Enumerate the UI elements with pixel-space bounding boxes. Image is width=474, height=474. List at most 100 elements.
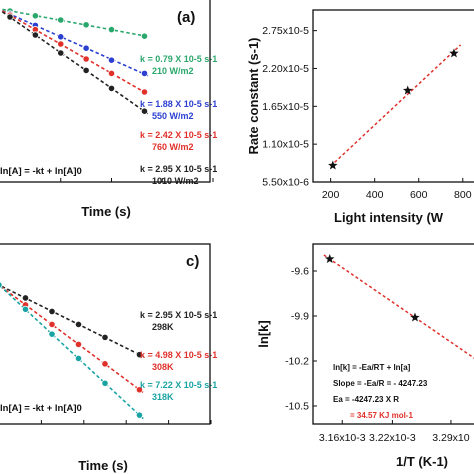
panel-d-y-axis-label: ln[k]	[256, 320, 271, 347]
panel-d-eq-line-4: = 34.57 KJ mol-1	[350, 411, 413, 420]
series-1-point-2	[57, 33, 65, 41]
data-point-2	[449, 48, 459, 58]
series-2-condition-label: 760 W/m2	[152, 142, 194, 152]
series-1-point-3	[82, 44, 90, 52]
series-0-k-label: k = 2.95 X 10-5 s-1	[140, 310, 217, 320]
series-1-fit-line	[0, 284, 144, 394]
panel-b-plot-area	[328, 44, 462, 170]
series-0-point-5	[135, 351, 144, 359]
series-1-point-4	[107, 56, 116, 64]
series-3-point-0	[6, 13, 14, 21]
series-2-k-label: k = 7.22 X 10-5 s-1	[140, 380, 217, 390]
panel-a-letter: (a)	[177, 9, 195, 26]
series-2-fit-line	[1, 10, 149, 96]
panel-a-plot-area: k = 0.79 X 10-5 s-1 210 W/m2 k = 1.88 X 10…	[1, 7, 217, 186]
series-2: k = 7.22 X 10-5 s-1 318K	[0, 281, 217, 420]
y-tick-label-2: -10.2	[285, 356, 309, 368]
panel-b-y-ticks: 5.50x10-6 1.10x10-5 1.65x10-5 2.20x10-5 2.75…	[262, 25, 317, 189]
x-tick-label-0: 1600	[30, 0, 54, 3]
series-1-point-2	[48, 320, 56, 329]
series-0-point-1	[21, 294, 30, 302]
series-2-point-5	[140, 88, 149, 96]
panel-b: 5.50x10-6 1.10x10-5 1.65x10-5 2.20x10-5 2.75…	[246, 9, 474, 225]
data-point-1	[402, 85, 413, 95]
series-2-point-1	[21, 305, 30, 313]
panel-d-eq-line-1: ln[k] = -Ea/RT + ln[a]	[333, 363, 411, 372]
data-point-0	[328, 160, 338, 170]
panel-a: k = 0.79 X 10-5 s-1 210 W/m2 k = 1.88 X 10…	[0, 0, 225, 219]
series-1-k-label: k = 1.88 X 10-5 s-1	[140, 99, 217, 109]
series-0-point-3	[82, 21, 90, 29]
series-1-point-3	[74, 340, 83, 348]
panel-a-frame	[0, 0, 211, 183]
series-0: k = 0.79 X 10-5 s-1 210 W/m2	[2, 7, 217, 76]
series-1-point-4	[101, 360, 109, 368]
series-2-point-4	[107, 69, 116, 78]
series-0-condition-label: 298K	[152, 322, 174, 332]
x-tick-label-0: 3.16x10-3	[319, 432, 366, 444]
y-tick-label-4: 2.75x10-5	[262, 25, 309, 37]
x-tick-label-2: 6000	[151, 0, 175, 3]
x-tick-label-3: 8000	[201, 0, 225, 3]
y-tick-label-2: 1.65x10-5	[262, 101, 309, 113]
panel-c-frame	[0, 243, 211, 425]
series-2-point-0	[0, 281, 3, 289]
x-tick-label-2: 3.29x10	[432, 432, 470, 444]
y-tick-label-3: 2.20x10-5	[262, 63, 309, 75]
panel-b-x-axis-label: Light intensity (W	[334, 210, 444, 225]
x-tick-label-1: 400	[366, 189, 384, 201]
series-2-point-3	[74, 354, 83, 363]
x-tick-label-2: 4800	[115, 0, 139, 3]
y-tick-label-0: 5.50x10-6	[262, 177, 309, 189]
panel-b-x-ticks: 200 400 600 800	[322, 178, 472, 201]
panel-c-x-axis-label: Time (s)	[78, 458, 128, 473]
y-tick-label-1: -9.9	[291, 311, 309, 323]
panel-b-y-axis-label: Rate constant (s-1)	[246, 37, 261, 154]
panel-d-equations: ln[k] = -Ea/RT + ln[a] Slope = -Ea/R = -…	[333, 363, 428, 420]
series-2-condition-label: 318K	[152, 392, 174, 402]
series-3-condition-label: 1010 W/m2	[152, 176, 199, 186]
x-tick-label-0: 2000	[49, 0, 73, 3]
series-3-point-5	[140, 107, 149, 115]
series-2-point-5	[135, 411, 144, 419]
series-0-condition-label: 210 W/m2	[152, 66, 194, 76]
series-3-point-4	[107, 84, 116, 93]
series-0-fit-line	[0, 284, 144, 358]
series-1-condition-label: 308K	[152, 362, 174, 372]
panel-c-x-ticks: 1600 3200 4800 6400 8000	[30, 0, 223, 424]
panel-c-equation: ln[A] = -kt + ln[A]0	[0, 403, 82, 414]
x-tick-label-1: 4000	[100, 0, 124, 3]
series-2-fit-line	[0, 284, 144, 420]
series-1-point-5	[140, 69, 149, 78]
y-tick-label-1: 1.10x10-5	[262, 139, 309, 151]
panel-d-plot-area	[323, 254, 474, 359]
series-0: k = 2.95 X 10-5 s-1 298K	[0, 281, 217, 359]
data-point-0	[324, 254, 335, 264]
series-0-point-2	[57, 16, 65, 24]
series-0-fit-line	[2, 8, 149, 38]
series-0-point-2	[48, 307, 56, 316]
series-0-point-5	[140, 32, 149, 40]
series-1-point-5	[135, 386, 144, 394]
x-tick-label-1: 3200	[72, 0, 96, 3]
x-tick-label-1: 3.22x10-3	[369, 432, 416, 444]
panel-d-eq-line-3: Ea = -4247.23 X R	[333, 395, 399, 404]
series-0-point-4	[107, 25, 116, 34]
data-point-1	[410, 312, 420, 322]
series-3-k-label: k = 2.95 X 10-5 s-1	[140, 164, 217, 174]
panel-c-letter: c)	[186, 253, 199, 270]
series-1-condition-label: 550 W/m2	[152, 111, 194, 121]
panel-d-frame	[312, 243, 474, 425]
series-3-point-3	[82, 66, 90, 75]
series-3-point-2	[57, 49, 65, 57]
x-tick-label-3: 800	[454, 189, 472, 201]
panel-d-x-ticks: 3.16x10-3 3.22x10-3 3.29x10	[319, 420, 470, 444]
panel-a-x-axis-label: Time (s)	[81, 204, 131, 219]
panel-d-y-ticks: -9.6 -9.9 -10.2 -10.5	[285, 266, 317, 413]
series-2-point-2	[48, 330, 56, 338]
series-3: k = 2.95 X 10-5 s-1 1010 W/m2	[1, 11, 217, 186]
series-2-point-2	[57, 40, 65, 48]
y-tick-label-0: -9.6	[291, 266, 309, 278]
